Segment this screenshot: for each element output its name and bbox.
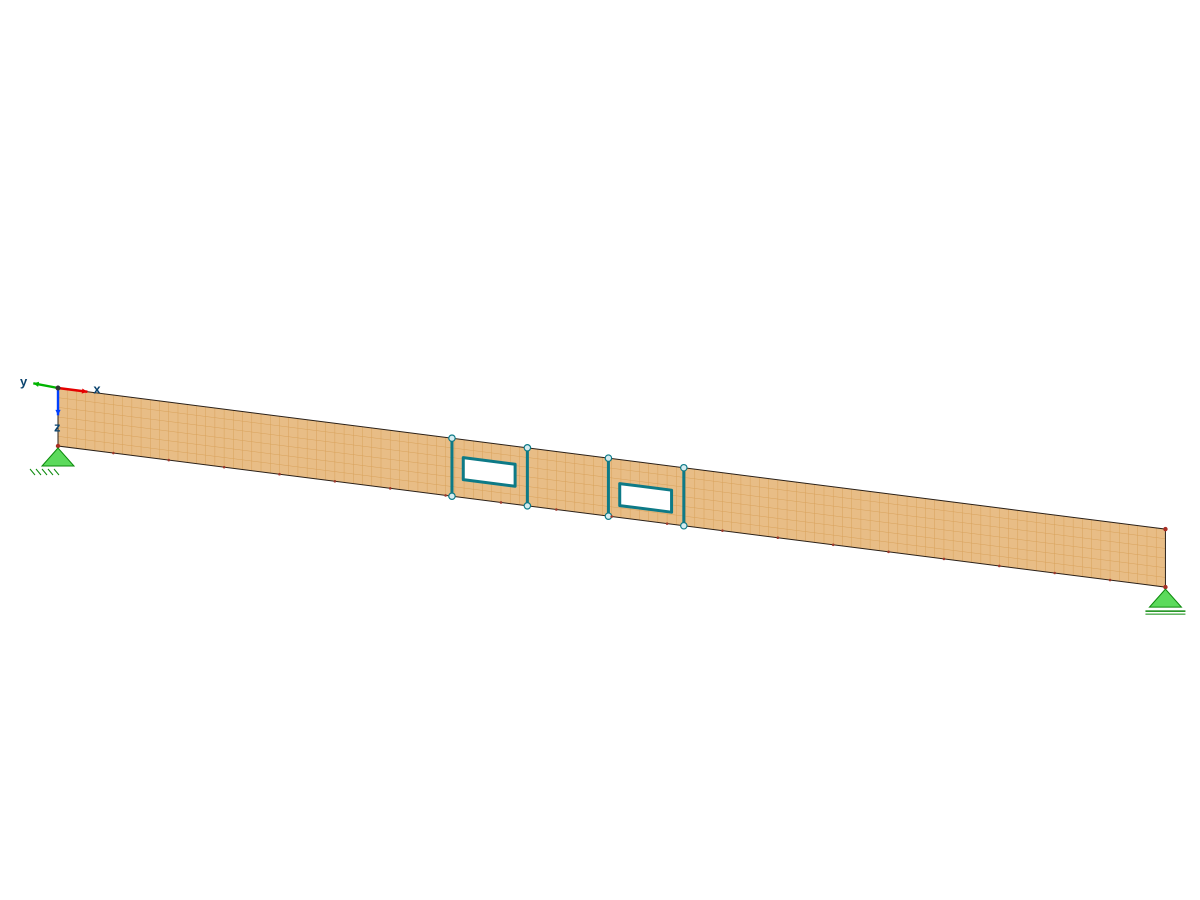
corner-node (1163, 527, 1167, 531)
structural-model-viewport[interactable]: x y z (0, 0, 1200, 900)
axis-label-y: y (20, 374, 28, 389)
fe-mesh (58, 388, 1165, 587)
axes-origin (56, 386, 61, 391)
support-roller (1145, 589, 1185, 614)
axis-label-z: z (54, 419, 61, 434)
axis-label-x: x (93, 382, 101, 397)
support-pin (30, 448, 74, 475)
